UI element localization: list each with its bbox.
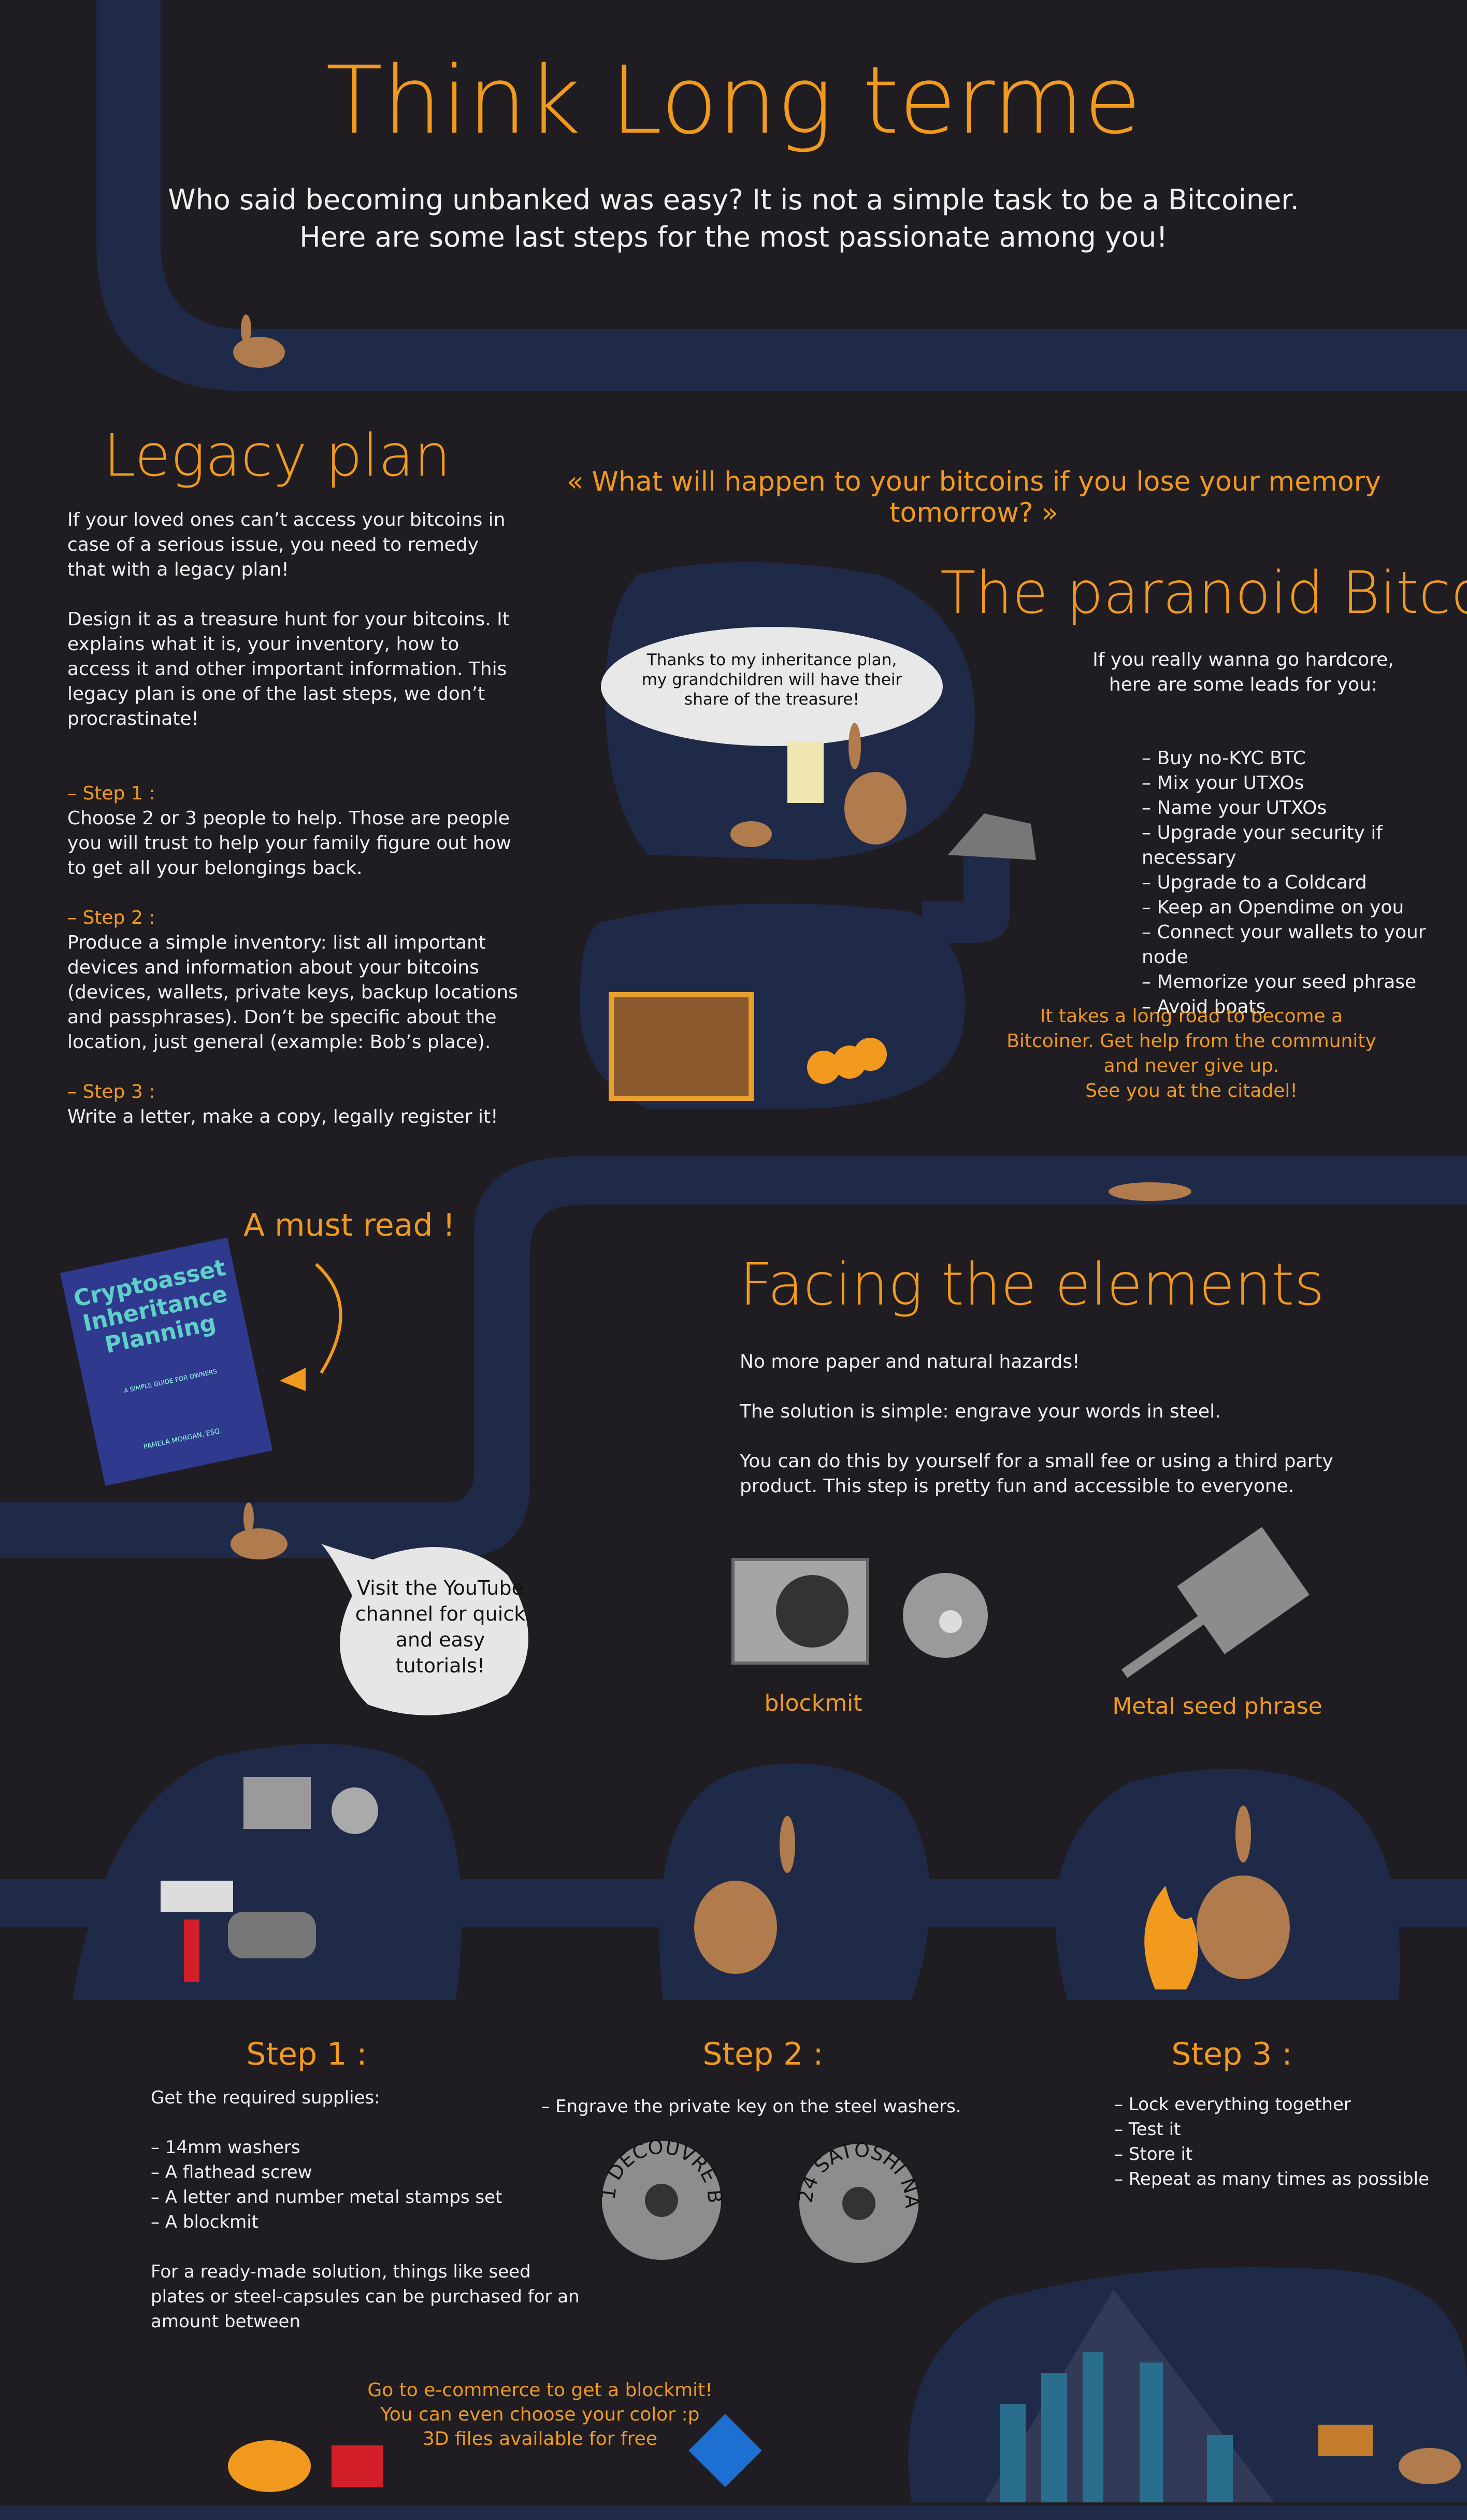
- arrow: [315, 1263, 342, 1374]
- chest: [609, 992, 754, 1101]
- list-item: – 14mm washers: [151, 2137, 300, 2158]
- list-item: – Upgrade your security if necessary: [1142, 822, 1383, 868]
- list-item: – A blockmit: [151, 2212, 258, 2232]
- blockmit: [243, 1777, 311, 1829]
- coins: [807, 1038, 887, 1084]
- subtitle: Who said becoming unbanked was easy? It …: [0, 181, 1467, 256]
- book-cover: Cryptoasset Inheritance Planning A SIMPL…: [63, 1253, 267, 1461]
- bubble-text: Visit the YouTube channel for quick and …: [355, 1577, 526, 1677]
- step-title: Step 1 :: [246, 2036, 367, 2072]
- step-note: For a ready-made solution, things like s…: [151, 2261, 580, 2332]
- speech-bubble: [601, 627, 943, 746]
- step-list: – Lock everything together – Test it – Sto…: [1114, 2092, 1429, 2192]
- list-item: – Lock everything together: [1114, 2094, 1351, 2115]
- list-item: – Avoid boats: [1142, 996, 1266, 1018]
- arrow-head: [280, 1368, 306, 1391]
- sign: [1318, 2425, 1373, 2456]
- step-label: – Step 1 :: [67, 783, 155, 804]
- list-item: – Mix your UTXOs: [1142, 772, 1304, 794]
- hammer: [184, 1920, 199, 1982]
- washer-hole: [842, 2187, 875, 2220]
- page-title: Think Long terme: [325, 47, 1142, 155]
- step-intro: Get the required supplies:: [151, 2087, 380, 2108]
- list-item: – Name your UTXOs: [1142, 797, 1327, 819]
- step-text: Write a letter, make a copy, legally reg…: [67, 1106, 498, 1127]
- subtitle-line: Here are some last steps for the most pa…: [299, 221, 1168, 253]
- bubble-text: Thanks to my inheritance plan, my grandc…: [641, 651, 902, 709]
- footer-line: 3D files available for free: [423, 2428, 657, 2450]
- paranoid-list: – Buy no-KYC BTC – Mix your UTXOs – Name y…: [1142, 746, 1467, 1020]
- section-title: Legacy plan: [103, 422, 451, 490]
- paragraph: No more paper and natural hazards!: [740, 1351, 1080, 1372]
- step-text: Produce a simple inventory: list all imp…: [67, 932, 518, 1053]
- list-item: – Upgrade to a Coldcard: [1142, 872, 1367, 893]
- subtitle-line: Who said becoming unbanked was easy? It …: [168, 183, 1299, 216]
- washer-hole: [645, 2184, 678, 2217]
- paragraph: If your loved ones can’t access your bit…: [67, 509, 506, 580]
- list-item: – Memorize your seed phrase: [1142, 971, 1417, 993]
- list-item: – Test it: [1114, 2119, 1181, 2140]
- book: [60, 1237, 273, 1486]
- fire: [1144, 1886, 1198, 1989]
- list-item: – Connect your wallets to your node: [1142, 922, 1426, 968]
- list-item: – Store it: [1114, 2144, 1193, 2165]
- product-label: blockmit: [764, 1690, 862, 1716]
- elements-text: No more paper and natural hazards! The s…: [740, 1350, 1341, 1499]
- legacy-steps: – Step 1 : Choose 2 or 3 people to help. …: [67, 781, 518, 1129]
- tunnel: [0, 1156, 1467, 1558]
- footer-line: You can even choose your color :p: [380, 2404, 700, 2425]
- tunnel: [922, 839, 1010, 943]
- blockmit-hole: [776, 1575, 848, 1648]
- washer: [332, 1787, 378, 1834]
- step-text: Choose 2 or 3 people to help. Those are …: [67, 808, 511, 879]
- step-title: Step 3 :: [1171, 2036, 1292, 2072]
- step-list: – 14mm washers – A flathead screw – A lett…: [151, 2135, 581, 2235]
- scroll: [787, 741, 824, 803]
- cave: [659, 1763, 930, 2000]
- rabbits: [231, 314, 1461, 2484]
- washer-hole: [939, 1610, 962, 1633]
- footer: Go to e-commerce to get a blockmit! You …: [285, 2378, 795, 2451]
- quote: « What will happen to your bitcoins if y…: [567, 466, 1381, 528]
- book-subtitle: A SIMPLE GUIDE FOR OWNERS: [123, 1367, 218, 1395]
- bottom-band: [0, 2505, 1467, 2520]
- list-item: – Repeat as many times as possible: [1114, 2169, 1429, 2189]
- footer-line: Go to e-commerce to get a blockmit!: [367, 2380, 713, 2401]
- must-read: A must read !: [243, 1207, 455, 1243]
- list-item: – Keep an Opendime on you: [1142, 897, 1404, 918]
- stamps: [228, 1912, 316, 1958]
- list-item: – A letter and number metal stamps set: [151, 2187, 502, 2208]
- metal-seed-phrase: [1121, 1527, 1310, 1678]
- legacy-text: If your loved ones can’t access your bit…: [67, 508, 518, 1129]
- paragraph: You can do this by yourself for a small …: [740, 1451, 1333, 1497]
- farewell: See you at the citadel!: [1085, 1080, 1298, 1101]
- paragraph: The solution is simple: engrave your wor…: [740, 1401, 1221, 1422]
- rock: [948, 813, 1036, 860]
- list-item: – A flathead screw: [151, 2162, 312, 2183]
- step-intro: – Engrave the private key on the steel w…: [541, 2096, 961, 2117]
- hammer: [161, 1881, 233, 1912]
- speech-bubble: [321, 1544, 528, 1715]
- city: [1000, 2352, 1233, 2502]
- rabbit: [228, 2440, 311, 2492]
- blockmit-icon: [332, 2445, 383, 2487]
- product-label: Metal seed phrase: [1112, 1693, 1322, 1720]
- step-label: – Step 3 :: [67, 1081, 155, 1102]
- list-item: – Buy no-KYC BTC: [1142, 748, 1306, 769]
- step-label: – Step 2 :: [67, 907, 155, 928]
- closing: It takes a long road to become a Bitcoin…: [1006, 1006, 1376, 1077]
- paragraph: Design it as a treasure hunt for your bi…: [67, 609, 510, 729]
- step-text: Get the required supplies: – 14mm washer…: [151, 2085, 581, 2334]
- section-title: Facing the elements: [740, 1251, 1325, 1319]
- step-title: Step 2 :: [702, 2036, 824, 2072]
- paranoid-intro: If you really wanna go hardcore, here ar…: [1092, 649, 1394, 695]
- section-title: The paranoid Bitcoiner: [940, 560, 1467, 627]
